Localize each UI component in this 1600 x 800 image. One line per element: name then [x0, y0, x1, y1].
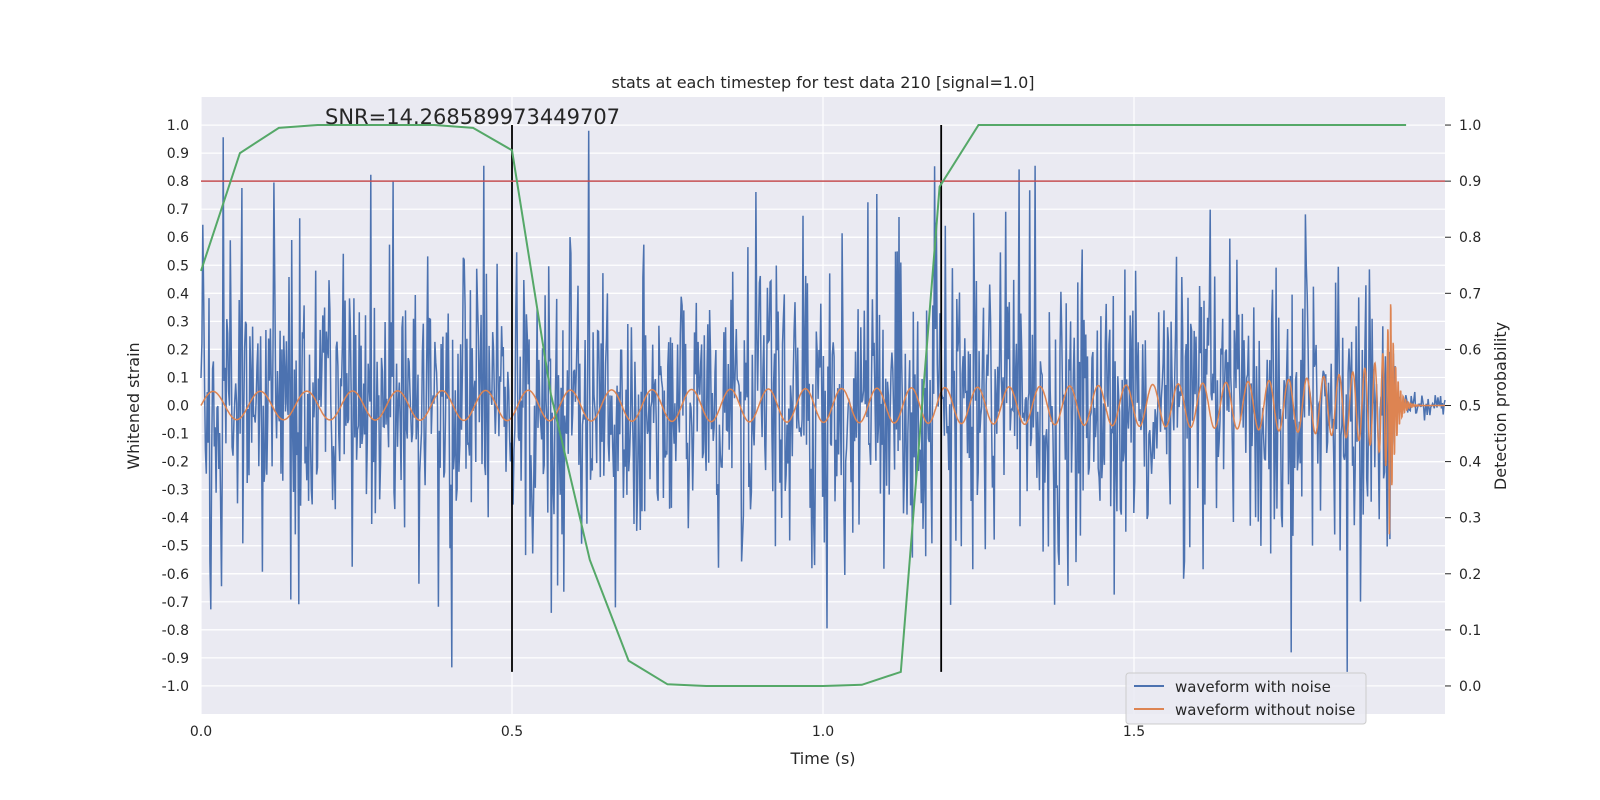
- y-right-tick-label: 0.1: [1459, 623, 1481, 639]
- y-left-axis-label: Whitened strain: [124, 342, 143, 469]
- y-right-tick-label: 0.3: [1459, 511, 1481, 527]
- y-right-tick-label: 0.5: [1459, 399, 1481, 415]
- x-tick-labels: 0.0 0.5 1.0 1.5: [190, 724, 1145, 740]
- series-waveform-without-noise: [200, 304, 1445, 535]
- y-right-tick-label: 0.2: [1459, 567, 1481, 583]
- y-left-tick-label: 0.9: [167, 146, 189, 162]
- y-left-tick-label: 0.3: [167, 314, 189, 330]
- y-left-tick-label: 0.6: [167, 230, 189, 246]
- y-left-tick-label: -0.1: [162, 427, 189, 443]
- snr-annotation: SNR=14.268589973449707: [325, 105, 620, 129]
- waveform-without-noise-line: [200, 304, 1445, 535]
- y-right-axis-label: Detection probability: [1491, 322, 1510, 490]
- y-right-tick-label: 0.6: [1459, 342, 1481, 358]
- y-right-tick-label: 0.7: [1459, 286, 1481, 302]
- y-left-tick-label: -0.5: [162, 539, 189, 555]
- y-left-tick-label: 0.2: [167, 342, 189, 358]
- y-left-tick-label: -0.6: [162, 567, 189, 583]
- y-left-tick-label: 0.1: [167, 370, 189, 386]
- detection-probability-line: [200, 124, 1407, 687]
- y-right-tick-label: 0.0: [1459, 679, 1481, 695]
- y-right-tick-labels: 1.0 0.9 0.8 0.7 0.6 0.5 0.4 0.3 0.2 0.1 0.0: [1445, 118, 1481, 695]
- chart-title: stats at each timestep for test data 210…: [611, 73, 1034, 92]
- y-left-tick-label: -0.4: [162, 511, 189, 527]
- legend: waveform with noise waveform without noi…: [1125, 672, 1367, 725]
- y-left-tick-label: -0.2: [162, 455, 189, 471]
- y-left-tick-label: -0.7: [162, 595, 189, 611]
- vertical-markers: [511, 125, 943, 672]
- y-left-tick-label: 0.4: [167, 286, 189, 302]
- x-tick-label: 0.5: [501, 724, 523, 740]
- y-left-tick-label: 0.0: [167, 399, 189, 415]
- x-tick-label: 0.0: [190, 724, 212, 740]
- legend-box: [1125, 672, 1367, 725]
- y-left-tick-label: 0.5: [167, 258, 189, 274]
- y-right-tick-label: 0.4: [1459, 455, 1481, 471]
- x-tick-label: 1.5: [1123, 724, 1145, 740]
- waveform-with-noise-line: [200, 130, 1446, 672]
- y-left-tick-label: 0.7: [167, 202, 189, 218]
- y-right-tick-label: 0.8: [1459, 230, 1481, 246]
- series-detection-probability: [200, 124, 1407, 687]
- x-tick-label: 1.0: [812, 724, 834, 740]
- y-left-tick-labels: 1.0 0.9 0.8 0.7 0.6 0.5 0.4 0.3 0.2 0.1 0.0 -0.1 -0.…: [162, 118, 189, 695]
- legend-label-without-noise: waveform without noise: [1175, 701, 1355, 719]
- legend-label-with-noise: waveform with noise: [1175, 678, 1331, 696]
- y-left-tick-label: -0.9: [162, 651, 189, 667]
- x-axis-label: Time (s): [789, 749, 855, 768]
- y-right-tick-label: 1.0: [1459, 118, 1481, 134]
- y-left-tick-label: -1.0: [162, 679, 189, 695]
- series-waveform-with-noise: [200, 130, 1446, 672]
- y-left-tick-label: 0.8: [167, 174, 189, 190]
- y-left-tick-label: 1.0: [167, 118, 189, 134]
- y-left-tick-label: -0.8: [162, 623, 189, 639]
- y-left-tick-label: -0.3: [162, 483, 189, 499]
- y-right-tick-label: 0.9: [1459, 174, 1481, 190]
